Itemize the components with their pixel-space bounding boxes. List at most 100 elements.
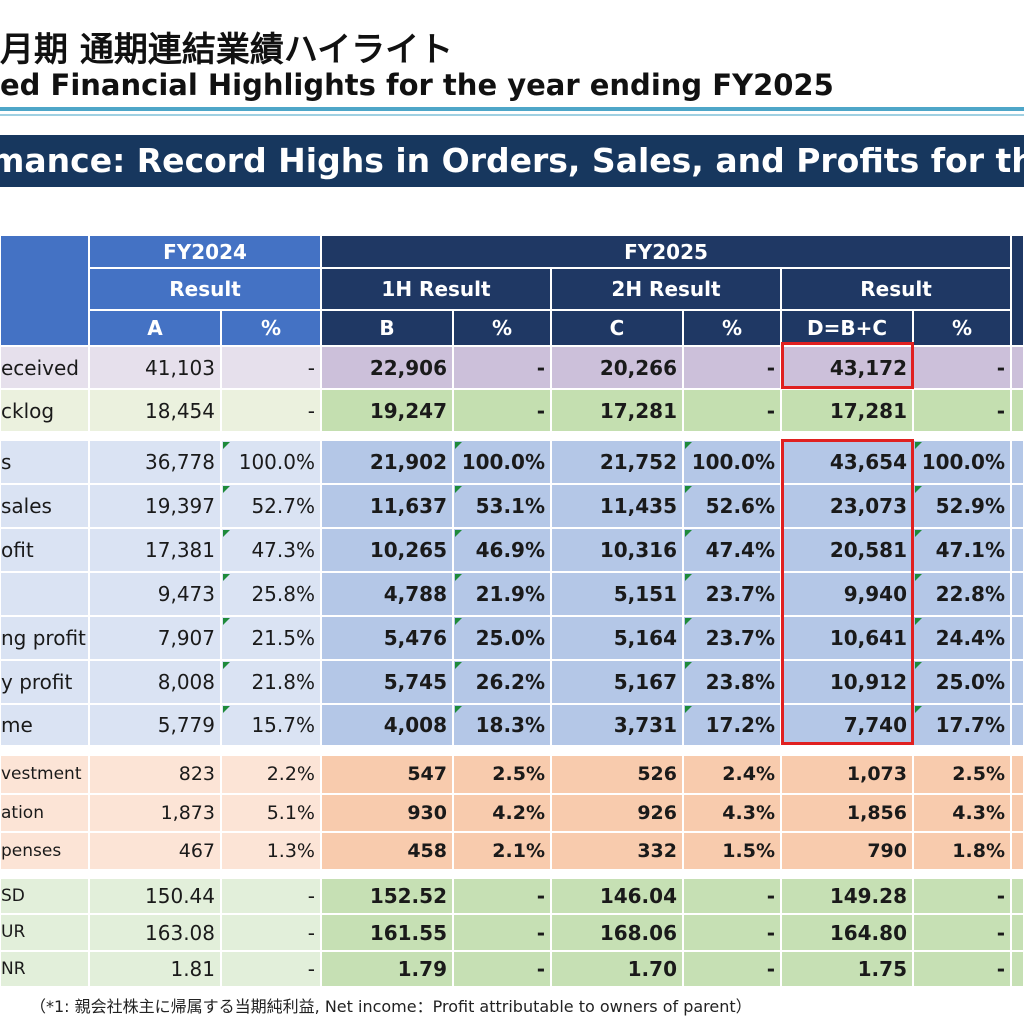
table-cell: 1.8%: [914, 833, 1010, 869]
cell-comment-marker: [915, 530, 922, 537]
table-cell: 17,381: [90, 529, 220, 571]
header-col-a-pct: %: [222, 311, 320, 345]
table-cell: 25.8%: [222, 573, 320, 615]
cell-comment-marker: [455, 530, 462, 537]
row-label: sales: [1, 485, 88, 527]
table-cell: -: [914, 879, 1010, 913]
table-cell: 23.7%: [684, 573, 780, 615]
row-label: me: [1, 705, 88, 745]
table-cell: 3,731: [552, 705, 682, 745]
table-cell: 4,788: [322, 573, 452, 615]
table-cell: -: [454, 390, 550, 431]
table-cell: 36,778: [90, 441, 220, 483]
table-cell: 15.7%: [222, 705, 320, 745]
table-cell: 20,581: [782, 529, 912, 571]
table-cell: 1.79: [322, 952, 452, 986]
table-cell: 7,740: [782, 705, 912, 745]
table-cell: 17,281: [552, 390, 682, 431]
table-cell: 52.9%: [914, 485, 1010, 527]
cell-comment-marker: [455, 486, 462, 493]
table-cell: 5,476: [322, 617, 452, 659]
table-cell: 11,435: [552, 485, 682, 527]
table-cell: -: [684, 347, 780, 388]
table-cell: 5,167: [552, 661, 682, 703]
table-cell: 8,008: [90, 661, 220, 703]
cell-comment-marker: [455, 574, 462, 581]
table-cell: 47.4%: [684, 529, 780, 571]
table-cell: 21.5%: [222, 617, 320, 659]
table-cell: 23.8%: [684, 661, 780, 703]
table-cell: 43,654: [782, 441, 912, 483]
header-col-b-pct: %: [454, 311, 550, 345]
table-cell: 11,637: [322, 485, 452, 527]
table-cell: 19,247: [322, 390, 452, 431]
cell-comment-marker: [685, 706, 692, 713]
cell-comment-marker: [915, 574, 922, 581]
table-cell: -: [222, 390, 320, 431]
table-cell-next: [1012, 915, 1023, 950]
cell-comment-marker: [685, 662, 692, 669]
table-cell: 2.5%: [454, 756, 550, 793]
table-cell: 23.7%: [684, 617, 780, 659]
cell-comment-marker: [455, 662, 462, 669]
table-cell: -: [914, 952, 1010, 986]
cell-comment-marker: [223, 706, 230, 713]
table-cell: -: [684, 915, 780, 950]
table-cell: 10,641: [782, 617, 912, 659]
table-cell: 47.3%: [222, 529, 320, 571]
table-cell: 930: [322, 795, 452, 831]
table-cell: 4.3%: [914, 795, 1010, 831]
page-title-en: ed Financial Highlights for the year end…: [0, 68, 834, 102]
table-cell: 100.0%: [914, 441, 1010, 483]
table-cell-next: [1012, 529, 1023, 571]
table-cell: 10,265: [322, 529, 452, 571]
table-cell: 1.3%: [222, 833, 320, 869]
table-cell: 5.1%: [222, 795, 320, 831]
table-cell-next: [1012, 441, 1023, 483]
table-cell: 1,073: [782, 756, 912, 793]
header-next-blank: [1012, 236, 1023, 345]
table-cell: 2.5%: [914, 756, 1010, 793]
table-cell: -: [222, 915, 320, 950]
table-cell: 22.8%: [914, 573, 1010, 615]
table-cell: 18,454: [90, 390, 220, 431]
table-cell: -: [222, 879, 320, 913]
table-cell: -: [684, 952, 780, 986]
table-cell-next: [1012, 390, 1023, 431]
cell-comment-marker: [915, 442, 922, 449]
header-col-d: D=B+C: [782, 311, 912, 345]
table-cell: 4.3%: [684, 795, 780, 831]
table-cell-next: [1012, 661, 1023, 703]
table-cell: 467: [90, 833, 220, 869]
cell-comment-marker: [915, 706, 922, 713]
cell-comment-marker: [685, 442, 692, 449]
table-cell-next: [1012, 347, 1023, 388]
table-cell: 5,151: [552, 573, 682, 615]
table-cell-next: [1012, 617, 1023, 659]
table-cell: 18.3%: [454, 705, 550, 745]
table-cell: 100.0%: [454, 441, 550, 483]
table-cell: 17,281: [782, 390, 912, 431]
cell-comment-marker: [915, 486, 922, 493]
row-label: eceived: [1, 347, 88, 388]
table-cell: 26.2%: [454, 661, 550, 703]
table-cell: 46.9%: [454, 529, 550, 571]
table-cell: 149.28: [782, 879, 912, 913]
table-cell: 526: [552, 756, 682, 793]
header-col-c-pct: %: [684, 311, 780, 345]
table-cell: 22,906: [322, 347, 452, 388]
table-cell: 5,745: [322, 661, 452, 703]
table-cell: 152.52: [322, 879, 452, 913]
table-cell: 52.7%: [222, 485, 320, 527]
cell-comment-marker: [223, 486, 230, 493]
row-label: [1, 573, 88, 615]
page-title-jp: 月期 通期連結業績ハイライト: [0, 30, 454, 70]
header-fy2025-result: Result: [782, 269, 1010, 309]
header-fy2024-result: Result: [90, 269, 320, 309]
table-cell: -: [454, 915, 550, 950]
table-cell: 823: [90, 756, 220, 793]
cell-comment-marker: [915, 618, 922, 625]
highlight-orders-result: [781, 342, 914, 389]
table-cell: 100.0%: [222, 441, 320, 483]
table-cell: 7,907: [90, 617, 220, 659]
